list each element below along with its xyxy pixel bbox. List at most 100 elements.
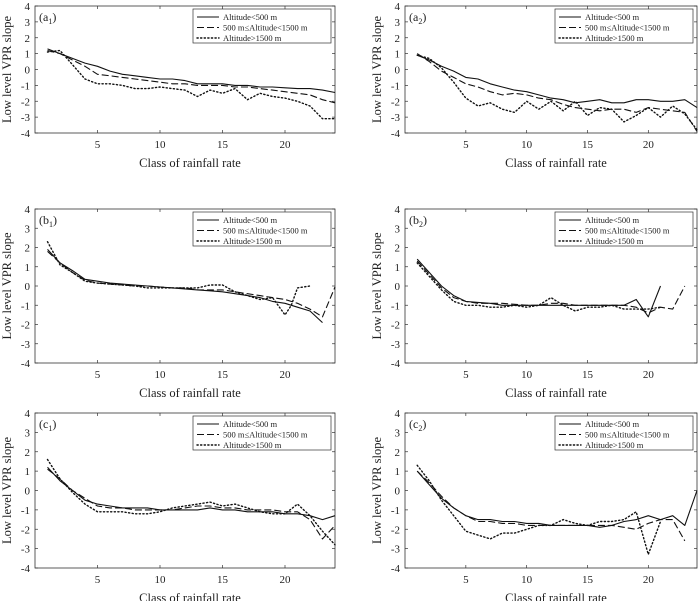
y-tick-label: -1 bbox=[391, 80, 400, 92]
x-tick-label: 15 bbox=[582, 574, 594, 586]
y-axis-label: Low level VPR slope bbox=[0, 437, 14, 545]
y-tick-label: 1 bbox=[395, 466, 401, 478]
x-tick-label: 10 bbox=[155, 139, 167, 151]
series-line-3 bbox=[416, 464, 662, 556]
legend-entry-2: 500 m≤Altitude<1500 m bbox=[223, 226, 308, 236]
x-tick-label: 5 bbox=[463, 139, 469, 151]
y-tick-label: -2 bbox=[21, 320, 30, 332]
x-tick-label: 20 bbox=[643, 139, 655, 151]
x-axis-label: Class of rainfall rate bbox=[505, 591, 607, 601]
legend-entry-1: Altitude<500 m bbox=[585, 12, 640, 22]
y-tick-label: 3 bbox=[25, 427, 31, 439]
legend-entry-1: Altitude<500 m bbox=[223, 215, 278, 225]
x-tick-label: 5 bbox=[95, 139, 101, 151]
y-tick-label: 4 bbox=[25, 204, 31, 216]
y-tick-label: -2 bbox=[21, 524, 30, 536]
panel-label-letter: (c bbox=[39, 417, 48, 431]
legend-entry-1: Altitude<500 m bbox=[223, 12, 278, 22]
y-tick-label: 2 bbox=[25, 447, 31, 459]
x-tick-label: 5 bbox=[463, 574, 469, 586]
y-tick-label: 4 bbox=[25, 1, 31, 13]
x-axis-label: Class of rainfall rate bbox=[139, 156, 241, 170]
y-tick-label: -2 bbox=[391, 320, 400, 332]
panel-label: (b1) bbox=[39, 213, 57, 229]
y-axis-label: Low level VPR slope bbox=[0, 16, 14, 124]
y-tick-label: 2 bbox=[395, 33, 401, 45]
series-line-3 bbox=[416, 262, 662, 312]
panel-label-close: ) bbox=[53, 213, 57, 227]
x-tick-label: 5 bbox=[95, 574, 101, 586]
y-tick-label: -1 bbox=[21, 300, 30, 312]
y-tick-label: 2 bbox=[395, 243, 401, 255]
y-tick-label: -1 bbox=[21, 505, 30, 517]
panel-label-letter: (c bbox=[409, 417, 418, 431]
panel-label-close: ) bbox=[423, 213, 427, 227]
series-line-1 bbox=[416, 470, 698, 528]
x-tick-label: 5 bbox=[95, 369, 101, 381]
y-tick-label: -4 bbox=[21, 128, 31, 140]
legend-entry-1: Altitude<500 m bbox=[223, 419, 278, 429]
legend-entry-3: Altitude>1500 m bbox=[223, 33, 282, 43]
y-tick-label: 0 bbox=[395, 486, 401, 498]
series-line-3 bbox=[416, 54, 698, 131]
y-tick-label: 2 bbox=[25, 243, 31, 255]
y-tick-label: 0 bbox=[395, 281, 401, 293]
y-tick-label: 1 bbox=[25, 466, 31, 478]
series-line-2 bbox=[47, 468, 336, 540]
y-axis-label: Low level VPR slope bbox=[370, 437, 384, 545]
y-tick-label: -4 bbox=[391, 358, 401, 370]
legend-entry-2: 500 m≤Altitude<1500 m bbox=[223, 430, 308, 440]
y-tick-label: 0 bbox=[25, 486, 31, 498]
y-tick-label: -3 bbox=[21, 112, 31, 124]
panel-label-close: ) bbox=[422, 10, 426, 24]
y-tick-label: 4 bbox=[395, 204, 401, 216]
x-tick-label: 10 bbox=[155, 574, 167, 586]
panel-c2: -4 -3 -2 -1 0 1 2 3 4 5 10 15 20 Class of rainfall ra… bbox=[370, 408, 698, 601]
panel-b2: -4 -3 -2 -1 0 1 2 3 4 5 10 15 20 Class of rainfall ra… bbox=[370, 204, 698, 400]
y-tick-label: 4 bbox=[25, 408, 31, 420]
legend-entry-3: Altitude>1500 m bbox=[223, 236, 282, 246]
series-line-3 bbox=[46, 240, 311, 316]
panel-label: (c1) bbox=[39, 417, 56, 433]
y-tick-label: 0 bbox=[25, 281, 31, 293]
panel-label-letter: (b bbox=[409, 213, 419, 227]
y-tick-label: -4 bbox=[21, 563, 31, 575]
series-line-2 bbox=[47, 49, 336, 104]
panel-label-letter: (a bbox=[409, 10, 419, 24]
legend-entry-3: Altitude>1500 m bbox=[585, 236, 644, 246]
y-tick-label: 1 bbox=[395, 262, 401, 274]
y-axis-label: Low level VPR slope bbox=[370, 232, 384, 340]
x-tick-label: 15 bbox=[582, 139, 594, 151]
y-tick-label: -2 bbox=[391, 524, 400, 536]
y-tick-label: 3 bbox=[395, 427, 401, 439]
y-tick-label: 2 bbox=[25, 33, 31, 45]
y-tick-label: 1 bbox=[395, 49, 401, 61]
y-tick-label: -2 bbox=[391, 96, 400, 108]
y-tick-label: 3 bbox=[25, 223, 31, 235]
y-tick-label: -3 bbox=[21, 544, 31, 556]
x-axis-label: Class of rainfall rate bbox=[505, 156, 607, 170]
y-tick-label: -4 bbox=[391, 563, 401, 575]
panel-a1: -4 -3 -2 -1 0 1 2 3 4 5 10 15 20 Class of rainfall ra… bbox=[0, 1, 336, 170]
y-tick-label: 4 bbox=[395, 1, 401, 13]
legend-entry-2: 500 m≤Altitude<1500 m bbox=[585, 23, 670, 33]
x-tick-label: 10 bbox=[155, 369, 167, 381]
panel-label: (c2) bbox=[409, 417, 426, 433]
series-line-2 bbox=[416, 53, 698, 132]
x-tick-label: 10 bbox=[521, 369, 533, 381]
x-tick-label: 10 bbox=[521, 574, 533, 586]
x-tick-label: 15 bbox=[217, 574, 229, 586]
panel-label-subscript: 1 bbox=[49, 220, 53, 229]
panel-label-close: ) bbox=[52, 10, 56, 24]
panel-label-subscript: 2 bbox=[419, 220, 423, 229]
x-axis-label: Class of rainfall rate bbox=[139, 591, 241, 601]
x-tick-label: 20 bbox=[280, 369, 292, 381]
panel-label-close: ) bbox=[422, 417, 426, 431]
y-tick-label: 0 bbox=[25, 65, 31, 77]
series-line-1 bbox=[416, 54, 698, 109]
legend-entry-1: Altitude<500 m bbox=[585, 419, 640, 429]
